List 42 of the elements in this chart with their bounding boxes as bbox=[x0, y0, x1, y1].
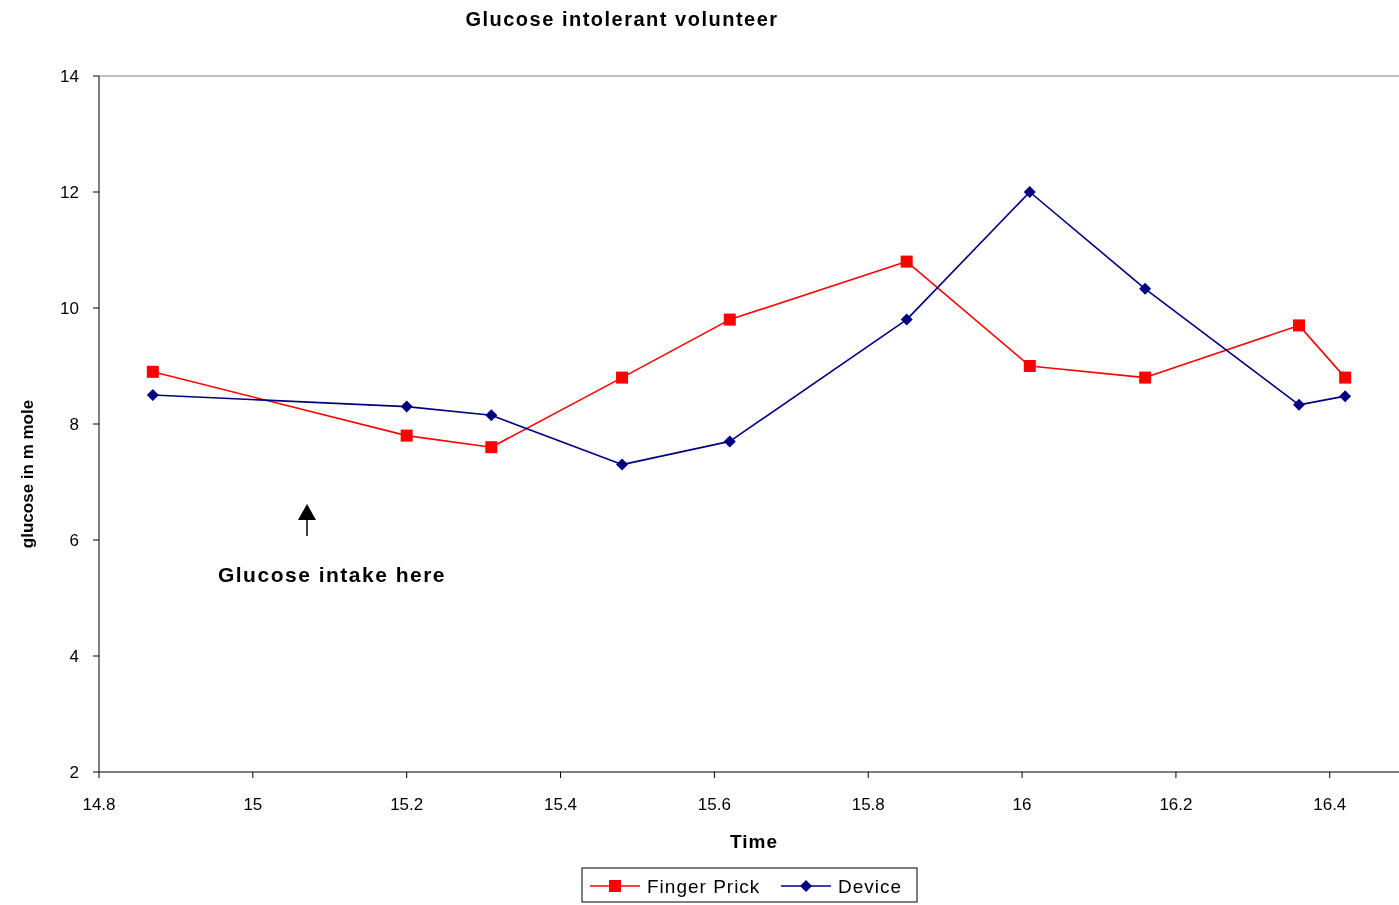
y-axis-title: glucose in m mole bbox=[18, 399, 37, 549]
y-tick-label: 12 bbox=[60, 183, 79, 202]
point bbox=[1139, 371, 1152, 384]
point bbox=[900, 313, 913, 326]
point bbox=[616, 371, 629, 384]
point bbox=[900, 255, 913, 268]
x-tick-label: 15.2 bbox=[390, 795, 424, 814]
point bbox=[400, 429, 413, 442]
point bbox=[1339, 390, 1352, 403]
legend-label: Device bbox=[838, 876, 903, 897]
point bbox=[723, 313, 736, 326]
point bbox=[1293, 398, 1305, 411]
x-tick-label: 16.2 bbox=[1159, 795, 1193, 814]
y-tick-label: 4 bbox=[69, 647, 79, 666]
y-tick-label: 8 bbox=[69, 415, 79, 434]
annotation: Glucose intake here bbox=[217, 563, 447, 586]
point bbox=[1023, 186, 1036, 198]
point bbox=[400, 400, 413, 413]
point bbox=[146, 365, 159, 378]
point bbox=[485, 409, 498, 422]
y-tick-label: 10 bbox=[60, 299, 79, 318]
point bbox=[616, 458, 629, 471]
x-axis-title: Time bbox=[729, 831, 779, 852]
point bbox=[1023, 360, 1036, 372]
y-tick-label: 6 bbox=[69, 531, 79, 550]
point bbox=[1139, 282, 1152, 295]
point bbox=[485, 441, 498, 454]
x-tick-label: 14.8 bbox=[82, 795, 116, 814]
x-tick-label: 15.4 bbox=[543, 795, 578, 814]
y-tick-label: 2 bbox=[69, 763, 79, 782]
x-tick-label: 16 bbox=[1012, 795, 1032, 814]
point bbox=[723, 435, 736, 448]
legend-label: Finger Prick bbox=[647, 876, 761, 897]
x-tick-label: 15.6 bbox=[697, 795, 731, 814]
point bbox=[1339, 371, 1352, 384]
x-tick-label: 15.8 bbox=[851, 795, 885, 814]
y-tick-label: 14 bbox=[60, 67, 79, 86]
point bbox=[1293, 319, 1305, 332]
x-tick-label: 16.4 bbox=[1313, 795, 1347, 814]
point bbox=[146, 389, 159, 401]
x-tick-label: 15 bbox=[243, 795, 263, 814]
chart-title: Glucose intolerant volunteer bbox=[465, 8, 779, 30]
